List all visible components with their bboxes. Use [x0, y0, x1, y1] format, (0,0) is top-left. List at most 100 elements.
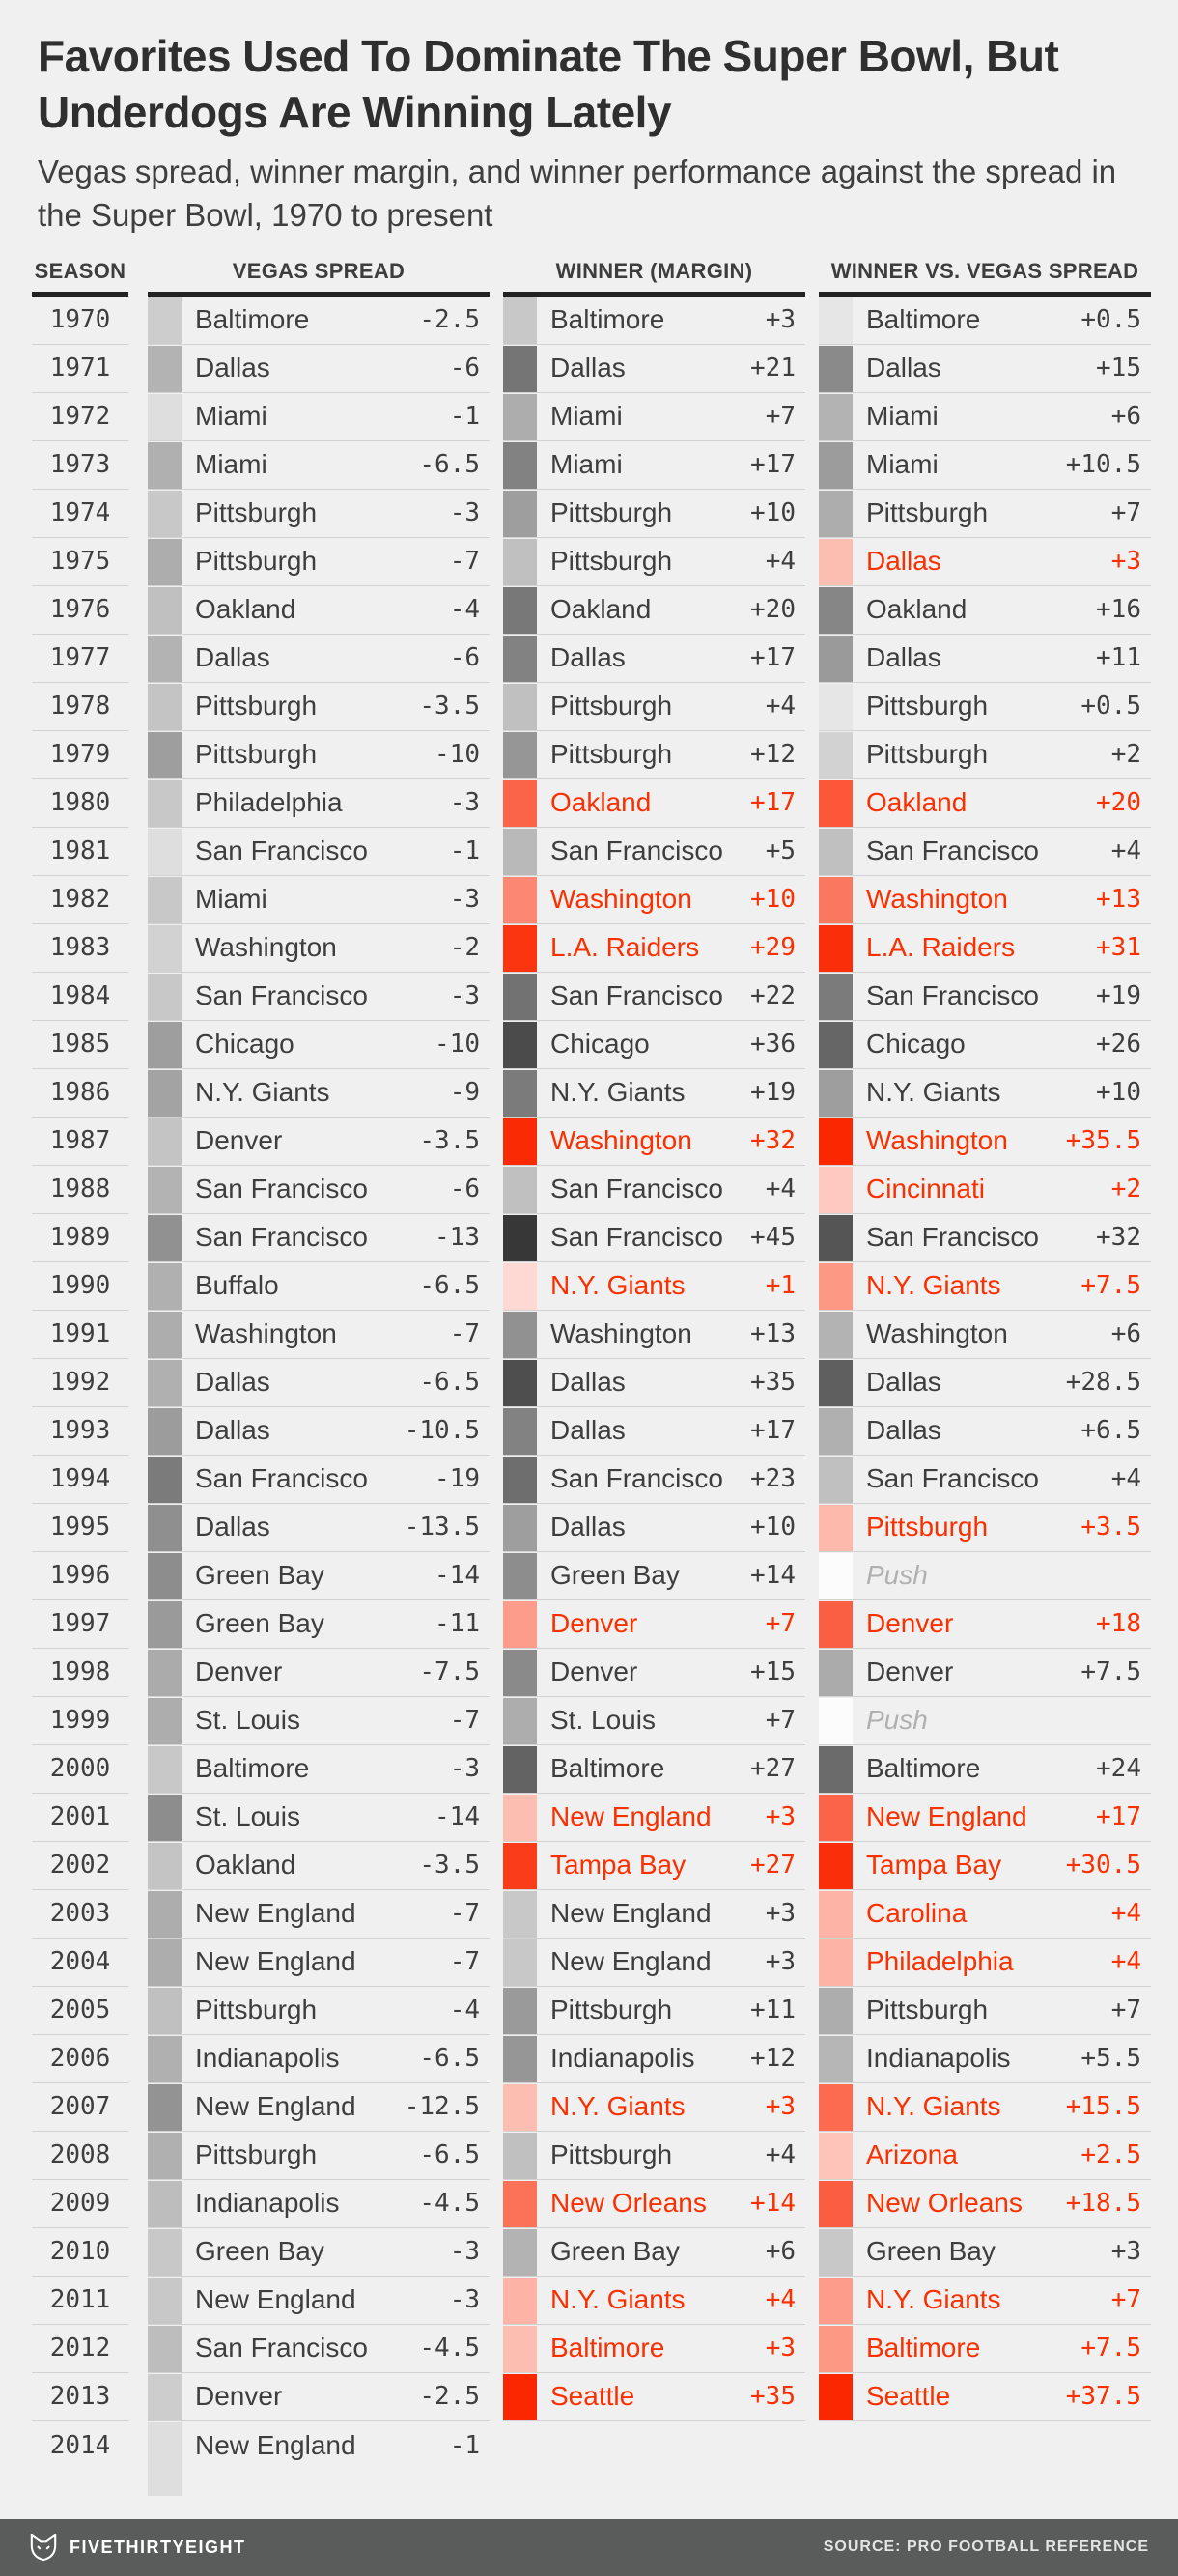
magnitude-bar [503, 876, 537, 923]
winner-cell: San Francisco +45 [503, 1214, 805, 1262]
vegas-cell: New England -12.5 [148, 2083, 490, 2132]
team-name: Baltimore [866, 304, 981, 335]
vs-cell: San Francisco +19 [819, 973, 1151, 1021]
table-row: 1991 Washington -7 Washington +13 Washington +… [32, 1311, 1151, 1359]
point-value: -7 [449, 547, 480, 577]
point-value: +4 [1110, 836, 1141, 866]
vegas-cell: Chicago -10 [148, 1021, 490, 1069]
magnitude-bar [503, 779, 537, 827]
vs-cell: Baltimore +7.5 [819, 2325, 1151, 2373]
magnitude-bar [503, 1890, 537, 1938]
vs-cell: Pittsburgh +3.5 [819, 1504, 1151, 1552]
magnitude-bar [819, 924, 853, 972]
point-value: +7 [765, 1609, 796, 1639]
point-value: -4.5 [419, 2189, 480, 2219]
winner-cell: Pittsburgh +4 [503, 2132, 805, 2180]
team-name: New England [195, 2091, 356, 2122]
magnitude-bar [503, 1118, 537, 1165]
vs-cell: N.Y. Giants +10 [819, 1069, 1151, 1118]
team-name: Washington [866, 1318, 1008, 1349]
table-row: 2012 San Francisco -4.5 Baltimore +3 Baltimor… [32, 2325, 1151, 2373]
vegas-cell: Dallas -6.5 [148, 1359, 490, 1407]
team-name: St. Louis [195, 1801, 300, 1832]
season-cell: 2004 [32, 1939, 128, 1987]
team-name: N.Y. Giants [550, 1270, 686, 1301]
winner-cell: San Francisco +23 [503, 1456, 805, 1504]
magnitude-bar [148, 1842, 182, 1889]
point-value: +12 [750, 2044, 796, 2074]
magnitude-bar [503, 1939, 537, 1986]
team-name: San Francisco [866, 1222, 1039, 1253]
point-value: -7 [449, 1947, 480, 1977]
vegas-cell: Denver -3.5 [148, 1118, 490, 1166]
season-cell: 2010 [32, 2228, 128, 2277]
magnitude-bar [503, 828, 537, 875]
team-name: Indianapolis [866, 2043, 1011, 2074]
magnitude-bar [503, 441, 537, 489]
table-row: 1999 St. Louis -7 St. Louis +7 Push [32, 1697, 1151, 1745]
winner-cell: Pittsburgh +4 [503, 683, 805, 731]
point-value: -7.5 [419, 1657, 480, 1687]
point-value: +20 [1096, 788, 1141, 818]
team-name: Dallas [550, 1512, 626, 1543]
winner-cell: Washington +13 [503, 1311, 805, 1359]
team-name: San Francisco [866, 1463, 1039, 1494]
vs-cell: Dallas +11 [819, 635, 1151, 683]
season-cell: 1982 [32, 876, 128, 924]
season-cell: 1979 [32, 731, 128, 779]
point-value: +10.5 [1065, 450, 1141, 480]
magnitude-bar [503, 1262, 537, 1310]
magnitude-bar [148, 1262, 182, 1310]
season-cell: 1997 [32, 1600, 128, 1649]
season-cell: 2005 [32, 1987, 128, 2035]
winner-cell: Dallas +17 [503, 1407, 805, 1456]
team-name: Dallas [550, 1367, 626, 1398]
magnitude-bar [503, 2180, 537, 2227]
winner-cell: N.Y. Giants +4 [503, 2277, 805, 2325]
team-name: Washington [550, 1318, 692, 1349]
point-value: +35 [750, 1368, 796, 1398]
team-name: Oakland [866, 594, 968, 625]
team-name: Indianapolis [195, 2188, 340, 2219]
magnitude-bar [148, 1456, 182, 1503]
point-value: -3 [449, 1754, 480, 1784]
magnitude-bar [819, 683, 853, 730]
magnitude-bar [819, 876, 853, 923]
season-cell: 1983 [32, 924, 128, 973]
vs-cell: Denver +7.5 [819, 1649, 1151, 1697]
vs-cell: Pittsburgh +7 [819, 1987, 1151, 2035]
magnitude-bar [819, 1890, 853, 1938]
season-cell: 2013 [32, 2373, 128, 2421]
team-name: Baltimore [550, 1753, 665, 1784]
magnitude-bar [503, 635, 537, 682]
vegas-cell: Pittsburgh -3.5 [148, 683, 490, 731]
team-name: Dallas [866, 642, 941, 673]
magnitude-bar [148, 1118, 182, 1165]
team-name: New England [866, 1801, 1027, 1832]
vegas-cell: Denver -7.5 [148, 1649, 490, 1697]
point-value: +22 [750, 981, 796, 1011]
team-name: Denver [550, 1608, 638, 1639]
team-name: N.Y. Giants [866, 2284, 1001, 2315]
magnitude-bar [148, 1021, 182, 1068]
table-row: 2009 Indianapolis -4.5 New Orleans +14 New Or… [32, 2180, 1151, 2228]
table-row: 2006 Indianapolis -6.5 Indianapolis +12 India… [32, 2035, 1151, 2083]
season-cell: 2011 [32, 2277, 128, 2325]
table-row: 1987 Denver -3.5 Washington +32 Washington +35… [32, 1118, 1151, 1166]
point-value: -3 [449, 498, 480, 528]
point-value: +29 [750, 933, 796, 963]
team-name: New England [195, 2429, 356, 2460]
magnitude-bar [819, 1697, 853, 1744]
page-title: Favorites Used To Dominate The Super Bow… [38, 31, 1059, 137]
team-name: San Francisco [866, 835, 1039, 866]
magnitude-bar [148, 1407, 182, 1455]
team-name: Dallas [866, 546, 941, 577]
point-value: +12 [750, 740, 796, 770]
vs-cell: Indianapolis +5.5 [819, 2035, 1151, 2083]
team-name: San Francisco [550, 1174, 723, 1204]
point-value: -3 [449, 885, 480, 915]
season-cell: 1996 [32, 1552, 128, 1600]
table-row: 1975 Pittsburgh -7 Pittsburgh +4 Dallas +3 [32, 538, 1151, 586]
table-row: 1982 Miami -3 Washington +10 Washington +13 [32, 876, 1151, 924]
table-row: 1981 San Francisco -1 San Francisco +5 San Fr… [32, 828, 1151, 876]
